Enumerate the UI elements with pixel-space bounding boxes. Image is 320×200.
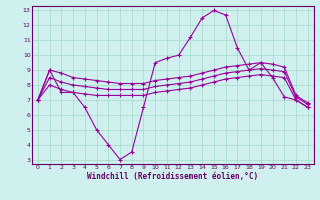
X-axis label: Windchill (Refroidissement éolien,°C): Windchill (Refroidissement éolien,°C)	[87, 172, 258, 181]
